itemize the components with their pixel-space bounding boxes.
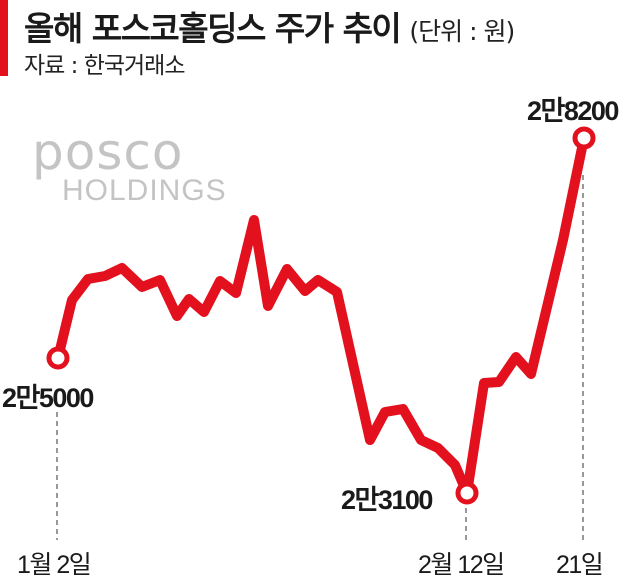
x-label-low: 2월 12일 bbox=[418, 551, 505, 579]
high-point-marker bbox=[572, 126, 596, 150]
start-value-label: 2만5000 bbox=[2, 383, 94, 413]
x-label-end: 21일 bbox=[556, 551, 604, 579]
logo-subtext: HOLDINGS bbox=[62, 174, 227, 207]
chart-source: 자료 : 한국거래소 bbox=[24, 53, 185, 79]
chart-title: 올해 포스코홀딩스 주가 추이 (단위 : 원) bbox=[24, 2, 515, 50]
low-point-marker bbox=[455, 481, 479, 505]
low-value-label: 2만3100 bbox=[341, 485, 433, 515]
chart-title-main: 올해 포스코홀딩스 주가 추이 bbox=[24, 9, 402, 48]
title-accent-bar bbox=[0, 0, 8, 76]
posco-holdings-logo: posco HOLDINGS bbox=[32, 123, 227, 208]
start-point-marker bbox=[46, 346, 70, 370]
high-value-label: 2만8200 bbox=[527, 96, 619, 126]
price-line bbox=[53, 133, 589, 498]
chart-unit-label: (단위 : 원) bbox=[409, 17, 515, 46]
x-label-start: 1월 2일 bbox=[17, 551, 92, 579]
logo-wordmark: posco bbox=[32, 123, 184, 181]
